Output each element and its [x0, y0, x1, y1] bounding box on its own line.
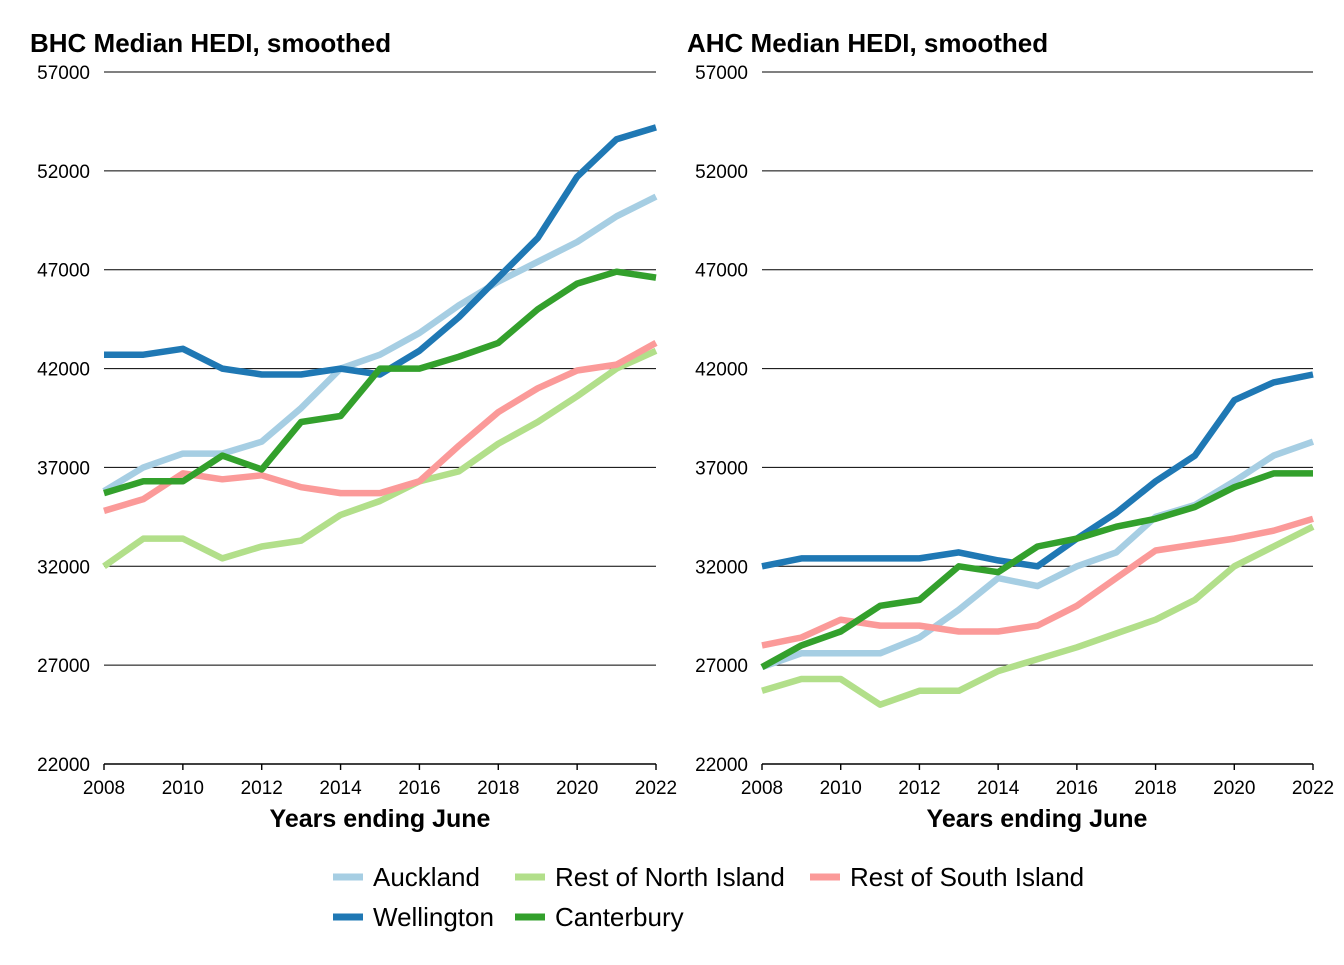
bhc-line-canterbury [103, 268, 657, 497]
bhc-x-tick-label: 2022 [635, 778, 677, 799]
bhc-y-tick-label: 27000 [37, 656, 90, 677]
legend-label-rest-of-north-island: Rest of North Island [555, 862, 785, 892]
ahc-y-tick-label: 22000 [695, 755, 748, 776]
bhc-x-axis-title: Years ending June [270, 805, 491, 833]
bhc-grid [104, 71, 656, 666]
ahc-y-tick-label: 32000 [695, 557, 748, 578]
bhc-y-tick-label: 47000 [37, 261, 90, 282]
bhc-line-wellington [104, 124, 657, 378]
ahc-line-canterbury [760, 470, 1313, 670]
ahc-line-rest-of-north-island [761, 523, 1315, 708]
bhc-y-tick-label: 37000 [37, 458, 90, 479]
ahc-x-tick-label: 2010 [820, 778, 862, 799]
bhc-y-tick-labels: 22000 27000 32000 37000 42000 47000 52000 57000 [37, 63, 90, 776]
legend-label-auckland: Auckland [373, 862, 480, 892]
legend-item-canterbury: Canterbury [515, 902, 684, 932]
bhc-line-rest-of-north-island [102, 347, 658, 569]
bhc-series-lines [102, 124, 658, 569]
ahc-x-tick-label: 2014 [977, 778, 1020, 799]
ahc-series-lines [760, 371, 1315, 708]
ahc-y-tick-label: 42000 [695, 360, 748, 381]
legend-item-rest-of-north-island: Rest of North Island [515, 862, 785, 892]
legend-label-canterbury: Canterbury [555, 902, 684, 932]
ahc-x-tick-label: 2016 [1056, 778, 1098, 799]
ahc-x-tick-label: 2008 [741, 778, 783, 799]
ahc-line-wellington [761, 371, 1314, 570]
bhc-panel-title: BHC Median HEDI, smoothed [30, 28, 391, 58]
bhc-x-tick-label: 2016 [398, 778, 440, 799]
ahc-y-tick-label: 57000 [695, 63, 748, 84]
bhc-x-tick-label: 2014 [319, 778, 362, 799]
ahc-x-tick-label: 2012 [898, 778, 940, 799]
ahc-y-tick-label: 37000 [695, 458, 748, 479]
bhc-x-tick-label: 2008 [83, 778, 125, 799]
bhc-panel: BHC Median HEDI, smoothed 22000 27000 3200… [30, 28, 677, 833]
bhc-y-tick-label: 52000 [37, 162, 90, 183]
ahc-x-tick-label: 2020 [1213, 778, 1255, 799]
ahc-y-tick-labels: 22000 27000 32000 37000 42000 47000 52000 57000 [695, 63, 748, 776]
ahc-x-axis: 2008 2010 2012 2014 2016 2018 2020 2022 [741, 763, 1334, 799]
bhc-y-tick-label: 42000 [37, 360, 90, 381]
legend: Auckland Rest of North Island Rest of So… [333, 862, 1084, 932]
bhc-y-tick-label: 32000 [37, 557, 90, 578]
bhc-x-tick-label: 2020 [556, 778, 598, 799]
bhc-y-tick-label: 57000 [37, 63, 90, 84]
legend-label-rest-of-south-island: Rest of South Island [850, 862, 1084, 892]
bhc-x-tick-label: 2018 [477, 778, 519, 799]
ahc-y-tick-label: 47000 [695, 261, 748, 282]
ahc-y-tick-label: 52000 [695, 162, 748, 183]
legend-item-rest-of-south-island: Rest of South Island [810, 862, 1084, 892]
ahc-x-tick-label: 2018 [1134, 778, 1176, 799]
bhc-x-axis: 2008 2010 2012 2014 2016 2018 2020 2022 [83, 763, 677, 799]
ahc-panel-title: AHC Median HEDI, smoothed [687, 28, 1048, 58]
bhc-x-tick-label: 2010 [162, 778, 204, 799]
bhc-y-tick-label: 22000 [37, 755, 90, 776]
ahc-line-auckland [760, 438, 1315, 671]
ahc-panel: AHC Median HEDI, smoothed 22000 27000 3200… [687, 28, 1334, 833]
ahc-x-tick-label: 2022 [1292, 778, 1334, 799]
ahc-grid [762, 71, 1313, 666]
bhc-x-tick-label: 2012 [241, 778, 283, 799]
legend-item-auckland: Auckland [333, 862, 480, 892]
legend-item-wellington: Wellington [333, 902, 494, 932]
ahc-y-tick-label: 27000 [695, 656, 748, 677]
bhc-line-auckland [102, 193, 658, 494]
ahc-x-axis-title: Years ending June [927, 805, 1148, 833]
legend-label-wellington: Wellington [373, 902, 494, 932]
